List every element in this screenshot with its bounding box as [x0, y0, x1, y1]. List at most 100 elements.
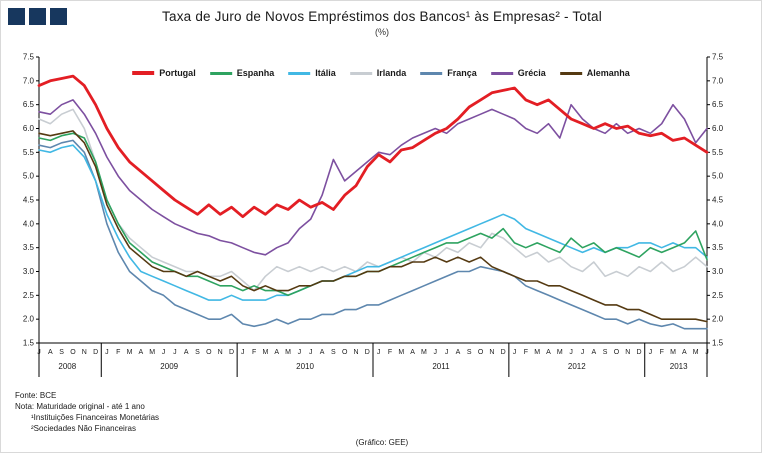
svg-text:M: M [285, 349, 291, 356]
svg-text:1.5: 1.5 [712, 339, 724, 348]
svg-text:A: A [591, 349, 596, 356]
svg-text:D: D [501, 349, 506, 356]
svg-text:S: S [331, 349, 336, 356]
legend-label: Itália [315, 68, 336, 78]
svg-text:O: O [614, 349, 620, 356]
svg-text:M: M [149, 349, 155, 356]
legend-line-swatch [349, 71, 372, 75]
footer-footnote-1: ¹Instituições Financeiras Monetárias [31, 413, 160, 422]
svg-text:J: J [569, 349, 573, 356]
legend-label: Alemanha [586, 68, 630, 78]
svg-text:1.5: 1.5 [23, 339, 35, 348]
svg-text:J: J [309, 349, 313, 356]
svg-text:S: S [603, 349, 608, 356]
svg-text:O: O [70, 349, 76, 356]
svg-text:A: A [456, 349, 461, 356]
svg-text:J: J [581, 349, 585, 356]
svg-text:M: M [263, 349, 269, 356]
logo [8, 8, 67, 25]
svg-text:4.5: 4.5 [712, 196, 724, 205]
chart-legend: Portugal Espanha Itália Irlanda França Grécia… [126, 67, 636, 79]
svg-text:F: F [252, 349, 256, 356]
legend-label: Portugal [159, 68, 196, 78]
svg-text:A: A [274, 349, 279, 356]
svg-text:5.0: 5.0 [712, 172, 724, 181]
svg-text:F: F [660, 349, 664, 356]
legend-line-swatch [490, 71, 513, 75]
logo-square-2 [29, 8, 46, 25]
svg-text:7.0: 7.0 [712, 76, 724, 85]
svg-text:J: J [649, 349, 653, 356]
svg-text:S: S [195, 349, 200, 356]
legend-item-frança: França [420, 68, 477, 78]
x-axis-year-labels: 2008 2009 2010 2011 2012 2013 [58, 343, 688, 377]
legend-label: França [447, 68, 477, 78]
svg-text:S: S [59, 349, 64, 356]
legend-item-grécia: Grécia [490, 68, 546, 78]
svg-text:J: J [513, 349, 517, 356]
svg-text:4.5: 4.5 [23, 196, 35, 205]
svg-text:M: M [670, 349, 676, 356]
svg-text:3.5: 3.5 [712, 243, 724, 252]
svg-text:6.0: 6.0 [23, 124, 35, 133]
footer-note: Nota: Maturidade original - até 1 ano [15, 402, 145, 411]
series-line-grécia [38, 99, 708, 256]
svg-text:O: O [478, 349, 484, 356]
y-axis-labels: 1.5 1.5 2.0 2.0 2.5 2.5 3.0 3.0 3.5 3.5 4.0 4.0 4.5 4… [23, 53, 724, 348]
svg-text:2.0: 2.0 [712, 315, 724, 324]
legend-line-swatch [559, 71, 582, 75]
series-lines [37, 74, 709, 330]
svg-text:2008: 2008 [58, 362, 76, 371]
svg-text:6.5: 6.5 [712, 100, 724, 109]
svg-text:D: D [93, 349, 98, 356]
svg-text:M: M [421, 349, 427, 356]
svg-text:5.0: 5.0 [23, 172, 35, 181]
legend-item-irlanda: Irlanda [349, 68, 407, 78]
svg-text:6.0: 6.0 [712, 124, 724, 133]
svg-text:2011: 2011 [432, 362, 450, 371]
svg-text:4.0: 4.0 [23, 219, 35, 228]
svg-text:S: S [467, 349, 472, 356]
legend-item-espanha: Espanha [209, 68, 275, 78]
svg-text:2012: 2012 [568, 362, 586, 371]
svg-text:2009: 2009 [160, 362, 178, 371]
svg-text:J: J [445, 349, 449, 356]
series-line-irlanda [38, 108, 708, 292]
svg-text:J: J [162, 349, 166, 356]
legend-item-alemanha: Alemanha [559, 68, 630, 78]
footer-notes: Fonte: BCE Nota: Maturidade original - a… [15, 390, 159, 434]
svg-text:A: A [320, 349, 325, 356]
svg-text:A: A [682, 349, 687, 356]
svg-text:3.5: 3.5 [23, 243, 35, 252]
svg-text:2013: 2013 [670, 362, 688, 371]
legend-line-swatch [132, 71, 155, 75]
chart-title: Taxa de Juro de Novos Empréstimos dos Ba… [162, 9, 602, 24]
svg-text:J: J [241, 349, 245, 356]
chart-subtitle: (%) [375, 27, 389, 37]
svg-text:2.5: 2.5 [712, 291, 724, 300]
svg-text:M: M [534, 349, 540, 356]
logo-square-1 [8, 8, 25, 25]
svg-text:M: M [127, 349, 133, 356]
legend-line-swatch [209, 71, 232, 75]
svg-text:7.0: 7.0 [23, 76, 35, 85]
legend-item-portugal: Portugal [132, 68, 196, 78]
svg-text:D: D [229, 349, 234, 356]
series-line-portugal [37, 74, 709, 219]
svg-text:A: A [48, 349, 53, 356]
legend-label: Irlanda [376, 68, 407, 78]
legend-label: Espanha [236, 68, 275, 78]
svg-text:7.5: 7.5 [712, 53, 724, 62]
footer-credit: (Gráfico: GEE) [355, 438, 409, 447]
logo-square-3 [50, 8, 67, 25]
svg-text:A: A [184, 349, 189, 356]
legend-line-swatch [420, 71, 443, 75]
svg-text:N: N [489, 349, 494, 356]
chart-frame [38, 57, 708, 377]
svg-text:M: M [398, 349, 404, 356]
svg-text:D: D [637, 349, 642, 356]
series-line-itália [38, 144, 708, 301]
svg-text:7.5: 7.5 [23, 53, 35, 62]
svg-text:F: F [524, 349, 528, 356]
svg-text:M: M [557, 349, 563, 356]
